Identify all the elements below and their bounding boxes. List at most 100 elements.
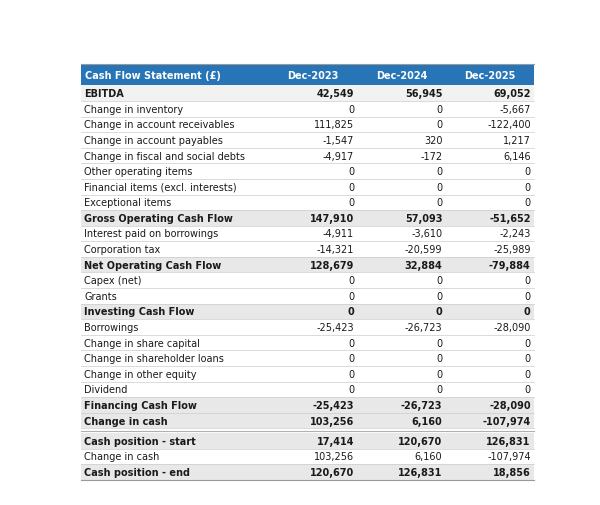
Bar xyxy=(81,226,534,242)
Text: Capex (net): Capex (net) xyxy=(84,276,142,286)
Text: Change in account receivables: Change in account receivables xyxy=(84,120,235,130)
Text: 103,256: 103,256 xyxy=(310,416,354,426)
Text: 0: 0 xyxy=(524,385,531,394)
Text: Change in inventory: Change in inventory xyxy=(84,105,184,115)
Bar xyxy=(81,86,534,102)
Text: 0: 0 xyxy=(524,198,531,208)
Text: Cash position - start: Cash position - start xyxy=(84,436,196,446)
Bar xyxy=(81,273,534,288)
Text: Change in shareholder loans: Change in shareholder loans xyxy=(84,354,224,364)
Bar xyxy=(81,148,534,164)
Text: Change in cash: Change in cash xyxy=(84,416,168,426)
Text: Change in cash: Change in cash xyxy=(84,451,160,462)
Bar xyxy=(81,180,534,195)
Text: 128,679: 128,679 xyxy=(310,260,354,270)
Text: -25,423: -25,423 xyxy=(316,322,354,332)
Text: 147,910: 147,910 xyxy=(310,214,354,224)
Text: 0: 0 xyxy=(348,198,354,208)
Text: 320: 320 xyxy=(424,136,442,146)
Bar xyxy=(81,258,534,273)
Text: 0: 0 xyxy=(436,338,442,348)
Text: 0: 0 xyxy=(524,354,531,364)
Text: Cash position - end: Cash position - end xyxy=(84,467,190,477)
Text: Financial items (excl. interests): Financial items (excl. interests) xyxy=(84,182,237,192)
Text: 42,549: 42,549 xyxy=(317,89,354,99)
Text: -122,400: -122,400 xyxy=(487,120,531,130)
Text: 0: 0 xyxy=(436,385,442,394)
Text: 0: 0 xyxy=(436,198,442,208)
Text: -3,610: -3,610 xyxy=(411,229,442,239)
Text: 1,217: 1,217 xyxy=(503,136,531,146)
Text: 0: 0 xyxy=(524,307,531,317)
Text: Grants: Grants xyxy=(84,291,117,301)
Text: 0: 0 xyxy=(436,182,442,192)
Bar xyxy=(81,117,534,133)
Text: -79,884: -79,884 xyxy=(489,260,531,270)
Text: 6,146: 6,146 xyxy=(503,152,531,161)
Text: 0: 0 xyxy=(524,338,531,348)
Text: Interest paid on borrowings: Interest paid on borrowings xyxy=(84,229,218,239)
Text: Investing Cash Flow: Investing Cash Flow xyxy=(84,307,194,317)
Bar xyxy=(81,304,534,320)
Text: 0: 0 xyxy=(347,307,354,317)
Text: 0: 0 xyxy=(436,167,442,177)
Text: -28,090: -28,090 xyxy=(493,322,531,332)
Text: 6,160: 6,160 xyxy=(415,451,442,462)
Text: 0: 0 xyxy=(348,105,354,115)
Text: 103,256: 103,256 xyxy=(314,451,354,462)
Text: 120,670: 120,670 xyxy=(398,436,442,446)
Text: 0: 0 xyxy=(348,182,354,192)
Text: Change in other equity: Change in other equity xyxy=(84,369,197,379)
Text: -107,974: -107,974 xyxy=(487,451,531,462)
Text: 0: 0 xyxy=(436,105,442,115)
Bar xyxy=(81,133,534,148)
Text: 0: 0 xyxy=(436,369,442,379)
Text: -25,423: -25,423 xyxy=(313,400,354,410)
Text: Change in share capital: Change in share capital xyxy=(84,338,200,348)
Text: -172: -172 xyxy=(420,152,442,161)
Bar xyxy=(81,288,534,304)
Text: 6,160: 6,160 xyxy=(412,416,442,426)
Text: 0: 0 xyxy=(436,354,442,364)
Bar xyxy=(81,433,534,448)
Text: Other operating items: Other operating items xyxy=(84,167,193,177)
Bar xyxy=(81,448,534,464)
Text: 69,052: 69,052 xyxy=(493,89,531,99)
Text: 32,884: 32,884 xyxy=(404,260,442,270)
Bar xyxy=(81,350,534,366)
Text: -4,911: -4,911 xyxy=(323,229,354,239)
Text: Exceptional items: Exceptional items xyxy=(84,198,172,208)
Bar xyxy=(81,413,534,428)
Text: Gross Operating Cash Flow: Gross Operating Cash Flow xyxy=(84,214,233,224)
Bar xyxy=(81,195,534,211)
Text: 126,831: 126,831 xyxy=(487,436,531,446)
Text: 0: 0 xyxy=(348,291,354,301)
Text: 0: 0 xyxy=(348,338,354,348)
Text: 18,856: 18,856 xyxy=(493,467,531,477)
Text: -26,723: -26,723 xyxy=(401,400,442,410)
Text: 0: 0 xyxy=(348,167,354,177)
Text: Dec-2024: Dec-2024 xyxy=(376,71,427,81)
Text: 111,825: 111,825 xyxy=(314,120,354,130)
Text: 0: 0 xyxy=(348,276,354,286)
Text: Net Operating Cash Flow: Net Operating Cash Flow xyxy=(84,260,221,270)
Text: -5,667: -5,667 xyxy=(499,105,531,115)
Text: 17,414: 17,414 xyxy=(317,436,354,446)
Text: Dividend: Dividend xyxy=(84,385,128,394)
Text: -51,652: -51,652 xyxy=(489,214,531,224)
Text: Dec-2023: Dec-2023 xyxy=(287,71,339,81)
Text: -28,090: -28,090 xyxy=(489,400,531,410)
Text: -1,547: -1,547 xyxy=(323,136,354,146)
Text: Financing Cash Flow: Financing Cash Flow xyxy=(84,400,197,410)
Bar xyxy=(81,464,534,480)
Text: Change in fiscal and social debts: Change in fiscal and social debts xyxy=(84,152,245,161)
Bar xyxy=(81,382,534,397)
Text: 57,093: 57,093 xyxy=(405,214,442,224)
Bar xyxy=(81,102,534,117)
Bar xyxy=(81,242,534,258)
Text: 0: 0 xyxy=(524,369,531,379)
Text: 0: 0 xyxy=(524,167,531,177)
Bar xyxy=(81,320,534,335)
Text: 0: 0 xyxy=(436,120,442,130)
Text: -20,599: -20,599 xyxy=(405,244,442,255)
